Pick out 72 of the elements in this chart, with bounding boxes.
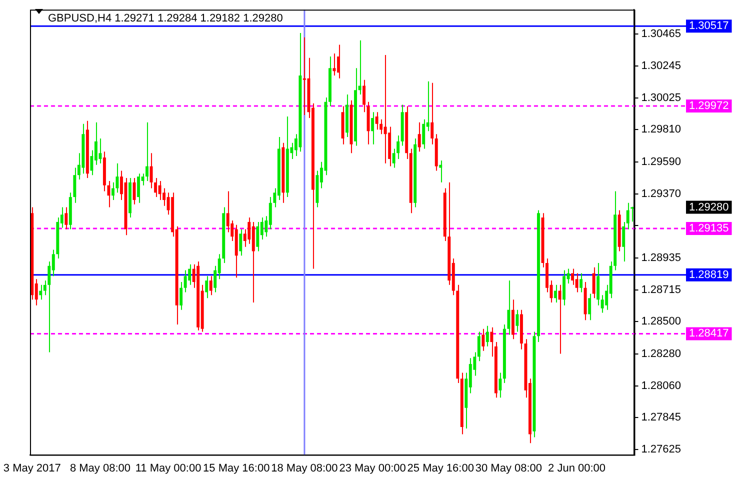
y-tick-label: 1.27625 xyxy=(641,444,682,456)
candlestick xyxy=(558,284,562,354)
x-tick-label: 15 May 16:00 xyxy=(203,462,270,474)
candlestick xyxy=(98,138,102,164)
y-tick-label: 1.29590 xyxy=(641,156,682,168)
candlestick xyxy=(371,112,374,145)
candlestick xyxy=(600,294,604,314)
candlestick xyxy=(588,293,592,321)
x-tick-label: 30 May 08:00 xyxy=(475,462,542,474)
candlestick xyxy=(498,372,502,398)
candlestick xyxy=(516,309,519,332)
candlestick xyxy=(362,79,366,113)
candlestick xyxy=(239,228,242,256)
candlestick xyxy=(205,276,208,299)
candlestick xyxy=(422,118,426,150)
candlestick xyxy=(209,276,212,296)
y-tick-label: 1.30465 xyxy=(641,28,682,40)
candlestick xyxy=(39,284,42,300)
candlestick xyxy=(384,54,387,164)
y-tick-label: 1.30025 xyxy=(641,92,682,104)
y-tick-label: 1.28935 xyxy=(641,252,682,264)
y-tick-label: 1.30245 xyxy=(641,60,682,72)
ref-line-label: 1.28819 xyxy=(689,268,729,281)
candlestick xyxy=(154,178,158,198)
candlestick xyxy=(482,328,485,352)
candlestick xyxy=(188,264,192,286)
candlestick xyxy=(184,270,187,293)
candlestick xyxy=(226,190,230,233)
x-tick-label: 23 May 00:00 xyxy=(339,462,406,474)
y-tick-label: 1.28715 xyxy=(641,284,682,296)
text: 1.29280 xyxy=(689,201,729,214)
candlestick xyxy=(256,221,260,252)
chart-title: GBPUSD,H4 1.29271 1.29284 1.29182 1.29280 xyxy=(48,12,283,25)
candlestick xyxy=(439,160,442,183)
candlestick xyxy=(337,44,340,79)
ref-line-label: 1.30517 xyxy=(689,20,729,32)
candlestick xyxy=(268,196,272,230)
candlestick xyxy=(158,180,162,200)
y-tick-label: 1.28060 xyxy=(641,380,682,392)
candlestick xyxy=(150,152,153,189)
candlestick xyxy=(507,280,510,336)
candlestick xyxy=(302,36,306,116)
y-tick-label: 1.28280 xyxy=(641,348,682,360)
ref-line-label: 1.29972 xyxy=(689,100,729,112)
ref-line-label: 1.29135 xyxy=(689,222,729,235)
x-tick-label: 2 Jun 00:00 xyxy=(548,462,606,474)
y-tick-label: 1.29810 xyxy=(641,124,682,136)
candlestick xyxy=(64,206,68,230)
y-tick-label: 1.27845 xyxy=(641,411,682,424)
candlestick xyxy=(575,272,578,293)
y-tick-label: 1.29370 xyxy=(641,188,682,200)
candlestick xyxy=(580,272,583,293)
candlestick xyxy=(486,325,489,347)
candlestick xyxy=(554,284,558,303)
x-tick-label: 8 May 08:00 xyxy=(70,462,130,474)
candlestick xyxy=(562,270,566,306)
candlestick xyxy=(73,167,76,204)
candlestick xyxy=(430,82,434,145)
candlestick xyxy=(180,281,183,310)
candlestick xyxy=(107,180,110,208)
x-tick-label: 11 May 00:00 xyxy=(135,462,202,474)
x-tick-label: 25 May 16:00 xyxy=(407,462,474,474)
candlestick xyxy=(596,262,600,306)
candlestick xyxy=(375,112,378,130)
candlestick xyxy=(146,122,149,182)
candlestick xyxy=(592,266,596,299)
y-tick-label: 1.28500 xyxy=(641,316,682,328)
candlestick xyxy=(571,268,574,286)
candlestick xyxy=(418,122,421,152)
x-tick-label: 18 May 08:00 xyxy=(271,462,338,474)
x-tick-label: 3 May 2017 xyxy=(3,462,61,474)
ref-line-label: 1.28417 xyxy=(689,328,729,340)
